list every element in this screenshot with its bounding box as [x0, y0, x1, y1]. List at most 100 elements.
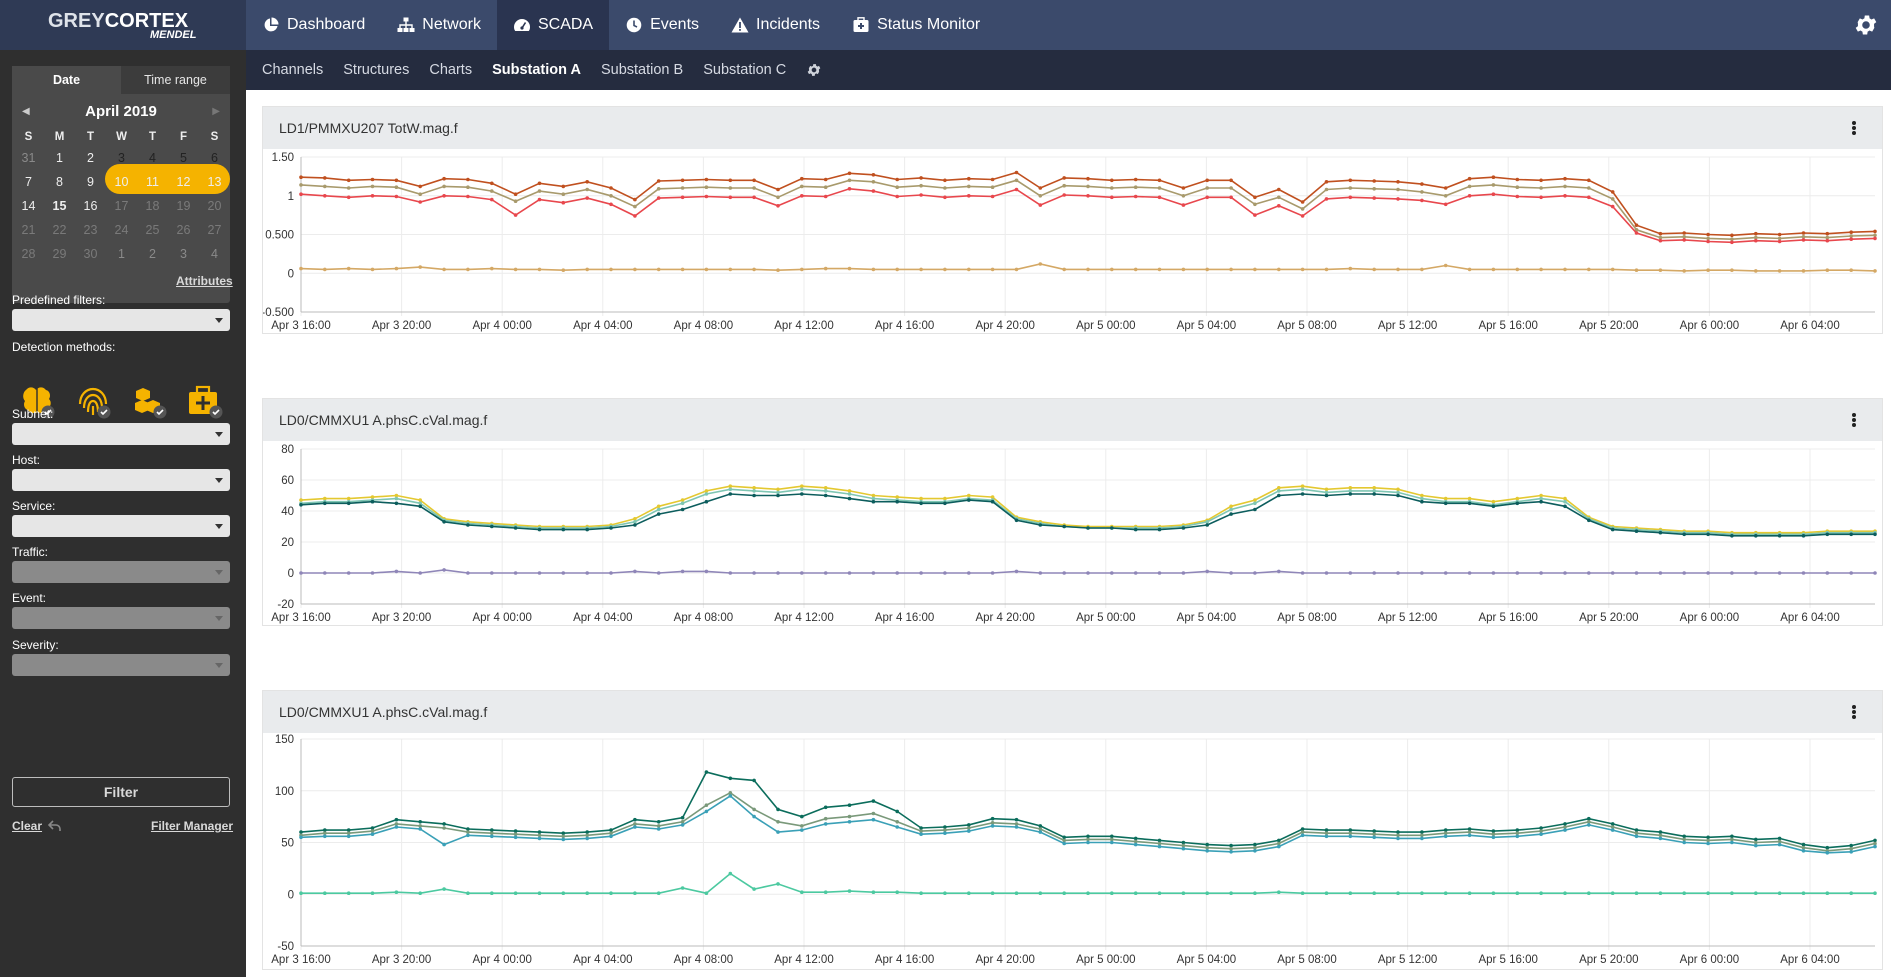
calendar-day[interactable]: 15	[52, 199, 67, 213]
host-select[interactable]	[12, 469, 230, 491]
calendar-day[interactable]: 5	[180, 151, 187, 165]
nav-scada[interactable]: SCADA	[496, 0, 610, 50]
data-point	[967, 493, 971, 498]
filter-button[interactable]: Filter	[12, 777, 230, 807]
tab-substation-b[interactable]: Substation B	[600, 62, 684, 78]
calendar-day[interactable]: 26	[176, 223, 191, 237]
data-point	[1634, 223, 1639, 227]
calendar-day[interactable]: 16	[83, 199, 98, 213]
calendar-day[interactable]: 2	[87, 151, 94, 165]
gear-icon[interactable]	[1853, 12, 1879, 38]
calendar-day[interactable]: 1	[56, 151, 63, 165]
calendar-day[interactable]: 30	[83, 247, 98, 261]
data-point	[1277, 569, 1281, 574]
calendar-day[interactable]: 3	[118, 151, 125, 165]
calendar-day[interactable]: 23	[83, 223, 98, 237]
calendar-day[interactable]: 24	[114, 223, 129, 237]
y-tick-label: 60	[281, 475, 294, 487]
settings-gear-icon[interactable]	[806, 62, 822, 78]
data-point	[1825, 571, 1830, 575]
next-month-icon[interactable]: ▶	[212, 105, 220, 117]
service-select[interactable]	[12, 515, 230, 537]
data-point	[442, 568, 446, 572]
data-point	[1801, 891, 1806, 895]
calendar-day[interactable]: 13	[207, 175, 222, 189]
tab-channels[interactable]: Channels	[262, 62, 324, 78]
calendar-day[interactable]: 7	[25, 175, 32, 189]
medkit-icon[interactable]	[186, 384, 224, 420]
calendar-day[interactable]: 27	[207, 223, 222, 237]
filter-manager-link[interactable]: Filter Manager	[151, 819, 234, 833]
calendar-day[interactable]: 11	[146, 175, 159, 189]
data-point	[1420, 267, 1424, 272]
calendar-day[interactable]: 18	[145, 199, 160, 213]
tab-structures[interactable]: Structures	[343, 62, 410, 78]
calendar-day[interactable]: 6	[211, 151, 218, 165]
calendar-day[interactable]: 3	[180, 247, 187, 261]
undo-icon[interactable]	[48, 820, 62, 832]
more-options-icon[interactable]	[1852, 705, 1856, 719]
data-point	[776, 807, 780, 812]
data-point	[1563, 267, 1567, 272]
nav-status-monitor[interactable]: Status Monitor	[836, 0, 996, 50]
event-label: Event:	[12, 591, 47, 605]
calendar-day[interactable]: 31	[21, 151, 36, 165]
more-options-icon[interactable]	[1852, 121, 1856, 135]
logo-text: GREYCORTEX	[48, 10, 189, 32]
nav-events[interactable]: Events	[609, 0, 715, 50]
nav-dashboard[interactable]: Dashboard	[246, 0, 381, 50]
clear-link[interactable]: Clear	[12, 819, 43, 833]
calendar-day[interactable]: 14	[21, 199, 36, 213]
calendar-day[interactable]: 9	[87, 175, 94, 189]
x-tick-label: Apr 4 16:00	[875, 320, 934, 332]
traffic-select[interactable]	[12, 561, 230, 583]
tab-substation-c[interactable]: Substation C	[703, 62, 787, 78]
calendar-day[interactable]: 12	[176, 175, 191, 189]
nav-incidents[interactable]: Incidents	[715, 0, 836, 50]
data-point	[1062, 838, 1066, 843]
calendar-day[interactable]: 8	[56, 175, 63, 189]
calendar-day[interactable]: 28	[21, 247, 36, 261]
data-point	[1086, 834, 1090, 839]
data-point	[1515, 891, 1520, 895]
data-point	[1730, 840, 1734, 845]
attributes-link[interactable]: Attributes	[176, 274, 233, 288]
calendar-day[interactable]: 25	[145, 223, 160, 237]
cubes-icon[interactable]	[130, 384, 168, 420]
calendar-dow: S	[210, 131, 219, 143]
data-point	[1849, 571, 1853, 575]
logo[interactable]: GREYCORTEX MENDEL	[0, 0, 246, 50]
calendar-day[interactable]: 17	[114, 199, 129, 213]
nav-network[interactable]: Network	[381, 0, 497, 50]
subnet-select[interactable]	[12, 423, 230, 445]
calendar-day[interactable]: 29	[52, 247, 67, 261]
data-point	[800, 267, 804, 272]
data-point	[1300, 492, 1305, 496]
calendar-day[interactable]: 21	[21, 223, 36, 237]
calendar-day[interactable]: 4	[211, 247, 218, 261]
calendar-day[interactable]: 22	[52, 223, 67, 237]
data-point	[346, 831, 351, 835]
data-point	[990, 816, 995, 821]
data-point	[1754, 840, 1758, 845]
sitemap-icon	[397, 16, 415, 34]
tab-charts[interactable]: Charts	[429, 62, 473, 78]
severity-select[interactable]	[12, 654, 230, 676]
tab-date[interactable]: Date	[12, 66, 121, 94]
tab-time-range[interactable]: Time range	[121, 66, 230, 94]
event-select[interactable]	[12, 607, 230, 629]
tab-substation-a[interactable]: Substation A	[492, 62, 581, 78]
calendar-day[interactable]: 10	[114, 175, 129, 189]
calendar-day[interactable]: 1	[118, 247, 125, 261]
calendar-dow: M	[54, 131, 65, 143]
calendar-day[interactable]: 4	[149, 151, 156, 165]
prev-month-icon[interactable]: ◀	[22, 105, 30, 117]
more-options-icon[interactable]	[1852, 413, 1856, 427]
predefined-filters-select[interactable]	[12, 309, 230, 331]
calendar-day[interactable]: 2	[149, 247, 156, 261]
calendar-day[interactable]: 20	[207, 199, 222, 213]
calendar-day[interactable]: 19	[176, 199, 191, 213]
fingerprint-icon[interactable]	[74, 384, 112, 420]
data-point	[656, 267, 661, 272]
brain-icon[interactable]	[18, 384, 56, 420]
